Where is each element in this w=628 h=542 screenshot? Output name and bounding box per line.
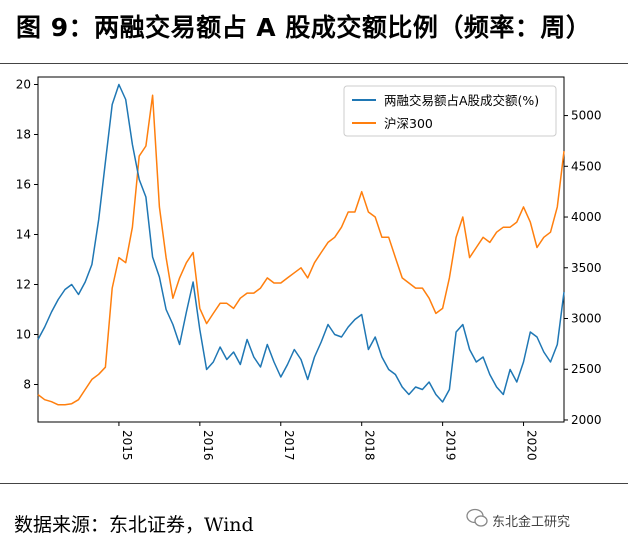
bottom-rule — [0, 483, 628, 484]
left-tick-label: 14 — [16, 228, 31, 242]
left-y-axis-ticks: 8 10 12 14 16 18 20 — [16, 78, 38, 392]
legend: 两融交易额占A股成交额(%) 沪深300 — [343, 85, 557, 137]
x-tick-label: 2020 — [525, 430, 539, 461]
x-tick-label: 2016 — [201, 430, 215, 461]
right-tick-label: 4500 — [571, 159, 602, 173]
x-tick-label: 2018 — [363, 430, 377, 461]
source-note: 数据来源：东北证券，Wind — [14, 514, 254, 536]
right-y-axis-ticks: 2000 2500 3000 3500 4000 4500 5000 — [564, 109, 602, 427]
right-tick-label: 3000 — [571, 312, 602, 326]
chart: 2015 2016 2017 2018 2019 2020 8 10 12 14 16 18 20 2… — [16, 76, 602, 461]
series-line-2 — [37, 94, 565, 406]
watermark-text: 东北金工研究 — [492, 515, 571, 530]
x-tick-label: 2017 — [282, 430, 296, 461]
left-tick-label: 8 — [23, 378, 31, 392]
left-tick-label: 20 — [16, 78, 31, 92]
right-tick-label: 2500 — [571, 362, 602, 376]
plot-frame — [37, 76, 565, 423]
figure-title: 图 9：两融交易额占 A 股成交额比例（频率：周） — [16, 13, 592, 42]
legend-label-2: 沪深300 — [384, 116, 433, 131]
top-rule — [0, 63, 628, 64]
x-axis-ticks: 2015 2016 2017 2018 2019 2020 — [118, 422, 539, 461]
right-tick-label: 5000 — [571, 109, 602, 123]
left-tick-label: 18 — [16, 128, 31, 142]
legend-box — [343, 85, 557, 137]
left-tick-label: 16 — [16, 178, 31, 192]
wechat-icon — [466, 508, 488, 527]
right-tick-label: 2000 — [571, 413, 602, 427]
left-tick-label: 12 — [16, 278, 31, 292]
legend-label-1: 两融交易额占A股成交额(%) — [384, 93, 539, 108]
right-tick-label: 4000 — [571, 210, 602, 224]
series-lines — [37, 83, 565, 406]
right-tick-label: 3500 — [571, 261, 602, 275]
left-tick-label: 10 — [16, 328, 31, 342]
series-line-1 — [37, 83, 565, 403]
x-tick-label: 2015 — [120, 430, 134, 461]
x-tick-label: 2019 — [444, 430, 458, 461]
